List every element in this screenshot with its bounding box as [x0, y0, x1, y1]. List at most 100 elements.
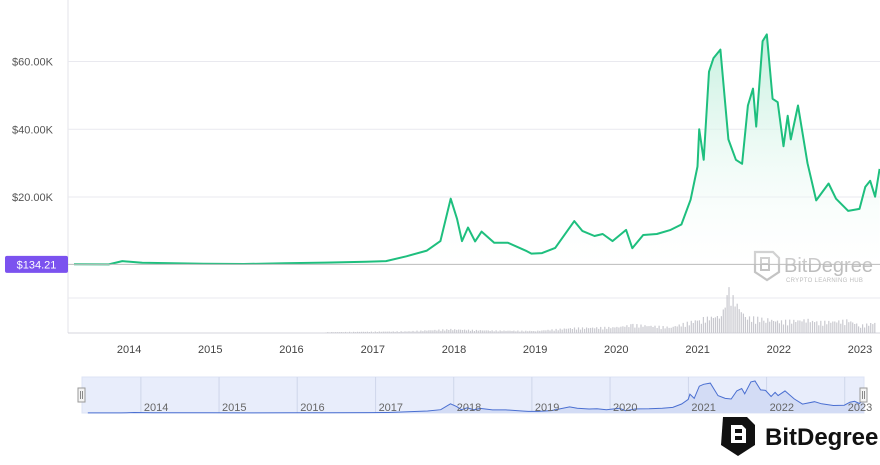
navigator[interactable]: 2014 2015 2016 2017 2018 2019 2020 2021 2022 2023: [77, 376, 872, 414]
volume-bar: [838, 320, 840, 333]
volume-bar: [624, 326, 626, 333]
volume-bar: [732, 295, 734, 333]
volume-bar: [722, 309, 724, 333]
volume-bar: [820, 320, 822, 333]
navigator-tick-label: 2016: [300, 402, 324, 414]
volume-bar: [654, 325, 656, 333]
volume-bar: [608, 326, 610, 333]
volume-bar: [744, 317, 746, 333]
volume-bar: [456, 329, 458, 333]
volume-bar: [746, 319, 749, 333]
volume-bar: [736, 303, 738, 333]
volume-bar: [507, 330, 509, 333]
x-tick-label: 2017: [361, 344, 385, 356]
volume-bar: [414, 331, 416, 333]
volume-bar: [765, 322, 767, 333]
x-tick-label: 2015: [198, 344, 222, 356]
volume-bar: [734, 306, 736, 333]
volume-bar: [678, 324, 680, 333]
volume-bar: [652, 327, 654, 333]
volume-bar: [343, 332, 345, 333]
volume-bar: [462, 330, 464, 333]
volume-bar: [356, 331, 359, 333]
volume-bar: [519, 331, 521, 333]
handle-right-grip[interactable]: [859, 387, 868, 403]
volume-bar: [610, 328, 612, 333]
volume-bar: [602, 329, 604, 333]
volume-bar: [769, 321, 771, 333]
volume-bar: [656, 328, 658, 333]
volume-bar: [658, 325, 660, 333]
volume-bar: [650, 325, 652, 333]
brand-name: BitDegree: [765, 424, 878, 451]
volume-bar: [844, 325, 846, 333]
cursor-value-badge: [5, 255, 68, 273]
volume-bar: [706, 316, 708, 333]
volume-bar: [503, 330, 505, 333]
volume-bar: [660, 329, 662, 333]
volume-bar: [444, 330, 446, 333]
volume-bar: [630, 324, 632, 333]
volume-bar: [771, 319, 773, 333]
volume-bar: [724, 307, 726, 333]
volume-bar: [814, 322, 816, 333]
volume-bar: [680, 326, 682, 333]
volume-bar: [370, 331, 372, 333]
volume-bar: [832, 321, 834, 333]
volume-bar: [380, 331, 382, 333]
volume-bar: [850, 321, 852, 333]
volume-bar: [644, 325, 646, 333]
volume-bar: [557, 330, 559, 333]
volume-bar: [782, 324, 785, 333]
volume-bar: [818, 325, 820, 333]
x-tick-label: 2019: [523, 344, 547, 356]
volume-bar: [533, 331, 535, 333]
brand-logo: BitDegree: [721, 417, 878, 456]
volume-bar: [757, 316, 759, 333]
volume-bar: [612, 327, 614, 333]
volume-bar: [531, 331, 533, 333]
navigator-handle-right[interactable]: [859, 387, 868, 403]
handle-left-grip[interactable]: [77, 387, 86, 403]
volume-bar: [620, 326, 622, 333]
volume-bar: [513, 330, 515, 333]
volume-bar: [479, 330, 481, 333]
volume-bar: [805, 322, 807, 333]
volume-bar: [400, 331, 402, 333]
volume-bar: [525, 330, 527, 333]
volume-bar: [416, 330, 418, 333]
volume-bar: [830, 322, 832, 333]
volume-bar: [618, 327, 620, 333]
navigator-tick-label: 2021: [691, 402, 715, 414]
volume-bar: [858, 326, 860, 333]
volume-bar: [458, 329, 460, 333]
volume-bar: [600, 326, 602, 333]
volume-bar: [598, 328, 600, 333]
volume-bar: [333, 332, 335, 333]
volume-bar: [785, 319, 787, 333]
volume-bar: [862, 324, 864, 333]
volume-bar: [571, 329, 573, 333]
volume-bar: [372, 332, 374, 333]
volume-bar: [559, 328, 561, 333]
volume-bar: [422, 331, 424, 333]
navigator-handle-left[interactable]: [77, 387, 86, 403]
volume-bar: [780, 320, 783, 333]
navigator-tick-label: 2020: [613, 402, 637, 414]
volume-bar: [402, 331, 404, 333]
volume-bar: [337, 332, 339, 333]
volume-bar: [434, 329, 436, 333]
volume-bar: [362, 331, 365, 333]
volume-bar: [730, 305, 732, 333]
volume-bar: [866, 323, 868, 333]
x-axis-labels: 2014 2015 2016 2017 2018 2019 2020 2021 2022 2023: [117, 344, 872, 356]
volume-bar: [378, 331, 380, 333]
volume-bar: [872, 324, 874, 333]
volume-bar: [604, 326, 606, 333]
volume-bar: [716, 316, 718, 333]
navigator-line: [87, 380, 864, 414]
volume-bar: [577, 327, 580, 333]
volume-bar: [666, 326, 668, 333]
volume-bar: [563, 328, 565, 333]
volume-bar: [606, 328, 608, 333]
